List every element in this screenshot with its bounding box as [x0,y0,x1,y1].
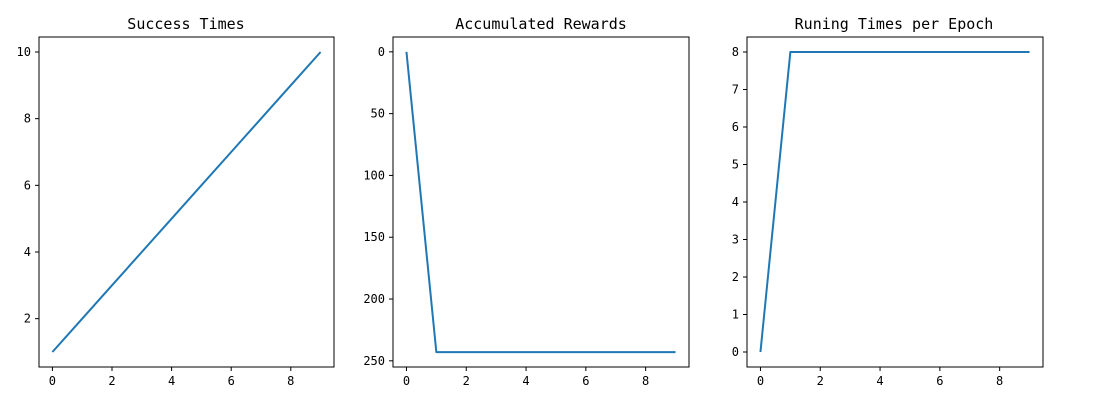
x-tick-label: 0 [49,374,56,388]
x-tick-label: 8 [996,374,1003,388]
y-tick-label: 250 [363,354,385,368]
y-tick-label: 50 [371,107,385,121]
success-times-chart: Success Times 0 2 4 6 8 2 4 6 8 10 [17,15,335,388]
y-tick-label: 3 [732,233,739,247]
y-tick-label: 2 [24,312,31,326]
series-line [405,51,676,354]
y-tick-label: 200 [363,292,385,306]
y-tick-label: 150 [363,230,385,244]
x-tick-label: 0 [757,374,764,388]
x-tick-label: 8 [642,374,649,388]
y-tick-label: 1 [732,308,739,322]
y-tick-label: 6 [732,120,739,134]
x-tick-label: 4 [522,374,529,388]
x-tick-label: 8 [287,374,294,388]
y-tick-label: 0 [378,45,385,59]
x-tick-label: 6 [936,374,943,388]
axes-frame [38,36,335,368]
chart-title: Accumulated Rewards [455,15,627,33]
y-tick-label: 8 [732,45,739,59]
x-tick-label: 2 [817,374,824,388]
x-tick-label: 6 [582,374,589,388]
x-tick-label: 4 [168,374,175,388]
y-tick-label: 0 [732,345,739,359]
chart-marks: 0 2 4 6 8 0 50 100 150 200 250 [363,45,676,388]
chart-title: Runing Times per Epoch [795,15,994,33]
series-line [759,51,1030,353]
x-tick-label: 0 [403,374,410,388]
y-tick-label: 4 [24,245,31,259]
y-tick-label: 5 [732,158,739,172]
y-tick-label: 10 [17,45,31,59]
y-tick-label: 7 [732,83,739,97]
y-tick-label: 100 [363,168,385,182]
y-tick-label: 4 [732,195,739,209]
x-tick-label: 2 [463,374,470,388]
series-line [51,51,322,353]
chart-title: Success Times [127,15,244,33]
y-tick-label: 2 [732,270,739,284]
x-tick-label: 2 [108,374,115,388]
chart-marks: 0 2 4 6 8 2 4 6 8 10 [17,45,322,388]
axes-frame [392,36,690,368]
running-times-per-epoch-chart: Runing Times per Epoch 0 2 4 6 8 0 1 2 3 4 5 6 7 8 [732,15,1044,388]
accumulated-rewards-chart: Accumulated Rewards 0 2 4 6 8 0 50 100 150 200 250 [363,15,690,388]
y-tick-label: 8 [24,112,31,126]
chart-marks: 0 2 4 6 8 0 1 2 3 4 5 6 7 8 [732,45,1030,388]
x-tick-label: 4 [876,374,883,388]
y-tick-label: 6 [24,178,31,192]
x-tick-label: 6 [228,374,235,388]
